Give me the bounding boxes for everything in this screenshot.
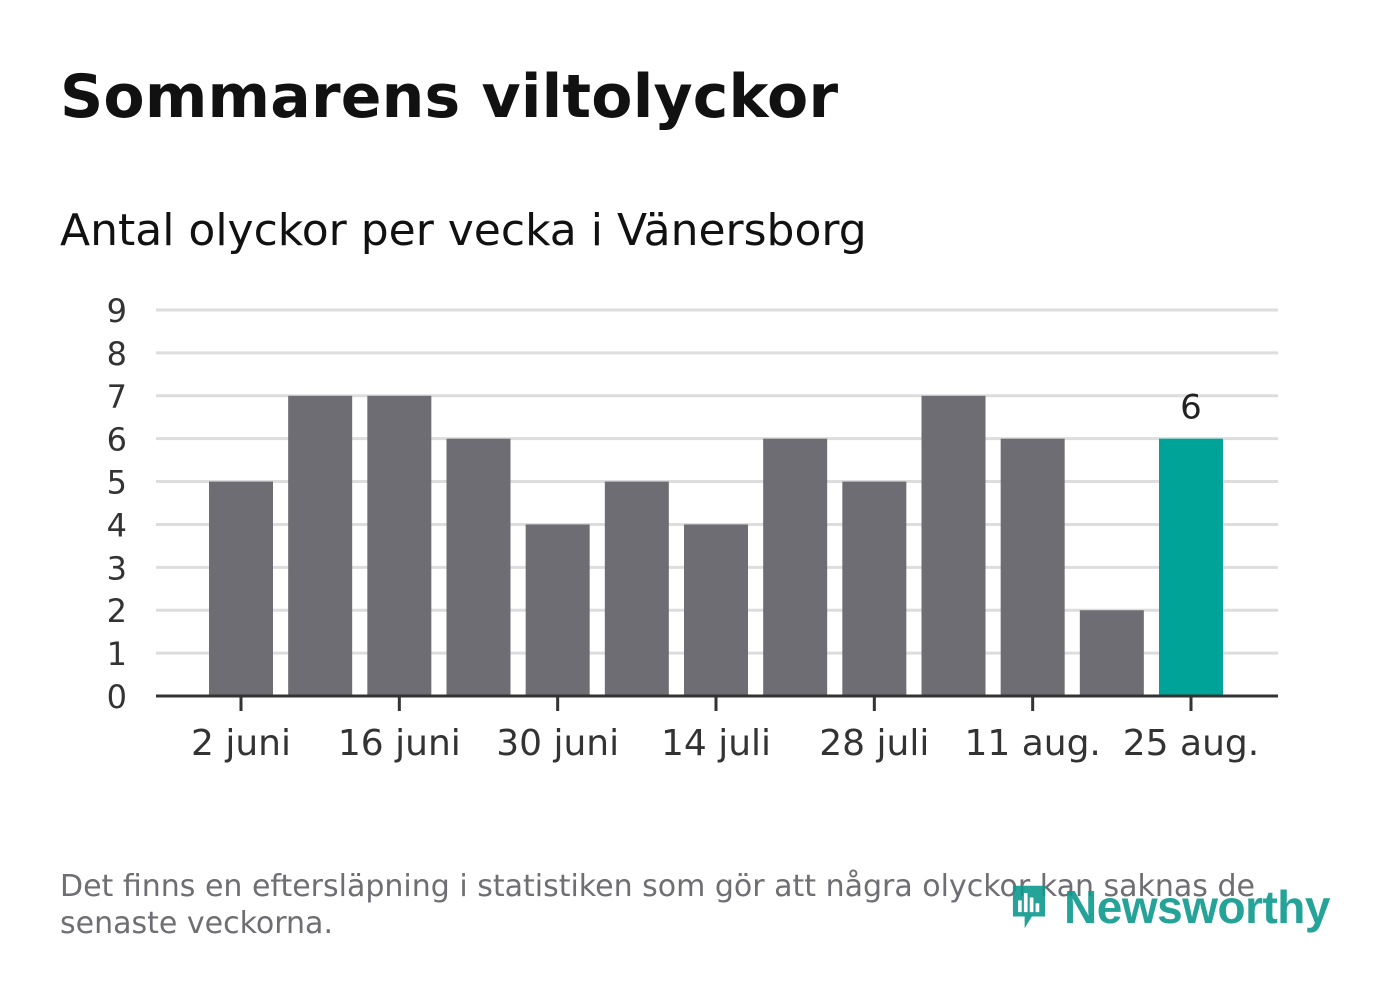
- bar-chart: 0 1 2 3 4 5 6 7 8 9 2 juni 16 juni 30 juni 14 juli 28…: [107, 292, 1278, 764]
- y-tick-label: 5: [107, 464, 127, 502]
- x-tick-label: 30 juni: [496, 723, 619, 764]
- bar: [446, 438, 511, 696]
- bar: [763, 438, 828, 696]
- bar: [209, 481, 273, 696]
- x-tick-label: 16 juni: [338, 723, 461, 764]
- y-tick-label: 4: [107, 506, 127, 544]
- y-tick-label: 2: [107, 592, 127, 630]
- x-tick-label: 25 aug.: [1123, 723, 1259, 764]
- newsworthy-bar-chart-icon: [1012, 885, 1046, 929]
- y-tick-label: 6: [107, 421, 127, 459]
- bars: [209, 395, 1223, 696]
- x-tick-label: 11 aug.: [964, 723, 1100, 764]
- y-tick-label: 0: [107, 678, 127, 716]
- bar: [684, 524, 748, 696]
- brand-name: Newsworthy: [1064, 881, 1330, 933]
- data-label: 6: [1180, 388, 1202, 428]
- y-tick-label: 1: [107, 635, 127, 673]
- bar: [367, 395, 432, 696]
- data-labels: 6: [1180, 388, 1202, 428]
- bar: [525, 524, 590, 696]
- bar: [1079, 610, 1144, 696]
- footnote: Det finns en eftersläpning i statistiken…: [60, 869, 1255, 941]
- y-axis-ticks: 0 1 2 3 4 5 6 7 8 9: [107, 292, 127, 716]
- bar: [604, 481, 669, 696]
- y-tick-label: 8: [107, 335, 127, 373]
- x-tick-label: 28 juli: [819, 723, 929, 764]
- bar: [288, 395, 353, 696]
- bar: [842, 481, 907, 696]
- chart-subtitle: Antal olyckor per vecka i Vänersborg: [60, 205, 867, 256]
- bar: [1000, 438, 1065, 696]
- x-axis: 2 juni 16 juni 30 juni 14 juli 28 juli 11 aug…: [156, 694, 1278, 764]
- bar: [921, 395, 986, 696]
- x-tick-label: 14 juli: [661, 723, 771, 764]
- newsworthy-logo: Newsworthy: [1010, 872, 1330, 942]
- x-tick-label: 2 juni: [191, 723, 291, 764]
- y-tick-label: 9: [107, 292, 127, 330]
- bar: [1159, 438, 1223, 696]
- chart-title: Sommarens viltolyckor: [60, 62, 839, 132]
- y-tick-label: 7: [107, 378, 127, 416]
- y-tick-label: 3: [107, 549, 127, 587]
